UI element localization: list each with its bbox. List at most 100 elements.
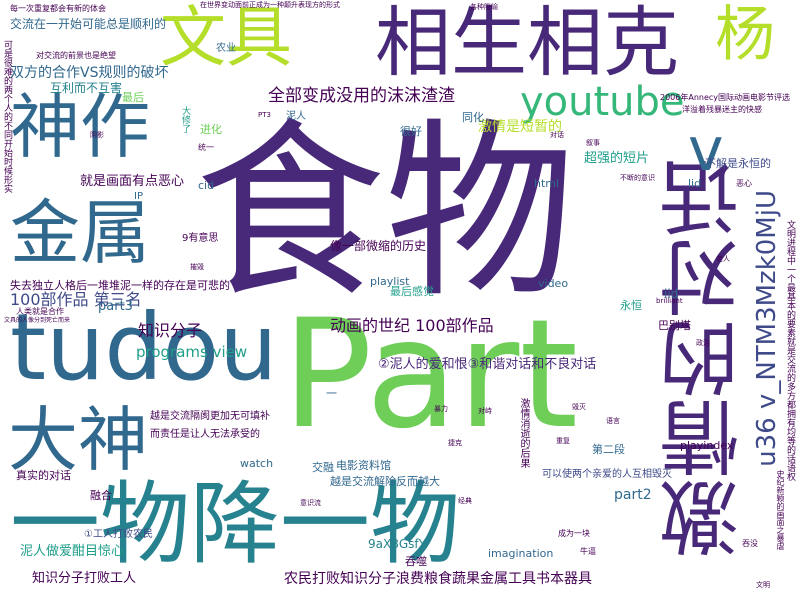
word-watch: watch: [240, 457, 274, 470]
word-small-8: 文具的人像分到死亡而来: [4, 317, 71, 324]
word-geyou: 一: [326, 387, 337, 400]
word-small-10: 各种隐喻: [470, 3, 498, 11]
word-jinshu: 金属: [10, 192, 150, 274]
word-playindex: playindex: [680, 439, 734, 452]
word-small-5: 文明进程中一个最基本的要素就是交流的多方都拥有均等的话语权: [785, 220, 795, 481]
word-quanbu-bian-cheng: 全部变成没用的沫沫渣渣: [268, 86, 455, 106]
word-xiang-yibu-weisuo: 像一部微缩的历史: [330, 239, 427, 253]
word-small-7: 对交流的前景也是绝望: [36, 51, 116, 60]
word-iid: iid: [664, 287, 679, 301]
word-baibu-disanming: 100部作品 第三名: [10, 290, 142, 309]
word-yang: 杨: [715, 0, 775, 70]
word-video: video: [538, 277, 569, 290]
word-small-24: PT3: [258, 111, 271, 119]
word-part: Part: [282, 288, 579, 462]
word-small-13: 史纪新颖的画面之暴虐: [776, 470, 785, 550]
word-jiaoliu-yikaishi: 交流在一开始可能总是顺利的: [10, 17, 167, 31]
word-small-11: 成为一块: [558, 529, 590, 538]
word-small-32: 文明: [756, 581, 770, 589]
word-zhishifenzi: 知识分子: [138, 321, 203, 340]
word-small-15: 恶心: [736, 179, 752, 188]
word-jiqing-de-duihua: 激情的对话: [659, 158, 752, 558]
word-jiuge: 9有意思: [182, 233, 219, 244]
word-ronghe: 融合: [90, 489, 112, 502]
word-jiqing-zhuanzhi: 激情消逝的后果: [518, 398, 529, 468]
word-u36: u36 v_NTM3Mzk0MjU: [752, 190, 782, 467]
word-hezuo-vs-guize: 双方的合作VS规则的破坏: [10, 65, 169, 81]
word-jiqing-shi-duanzan: 激情是短暂的: [478, 119, 562, 135]
word-small-29: 对峙: [478, 407, 492, 415]
word-tongjing: 同化: [462, 111, 484, 124]
word-small-36: 意识流: [300, 499, 321, 507]
word-bujie-yongheng: 不解是永恒的: [705, 157, 771, 170]
word-small-2: 在世界变动面前正成为一种颠升表现方的形式: [200, 1, 340, 9]
word-small-30: 政治: [696, 339, 710, 347]
word-shiwu: 食物: [195, 102, 576, 323]
word-tunshi: 吞噬: [405, 555, 427, 568]
word-yiwu-xiang-yiwu: 一物降一物: [10, 472, 460, 577]
word-lid: lid: [688, 177, 702, 190]
word-zhenshi-duihua: 真实的对话: [16, 469, 71, 482]
word-shenzuo: 神作: [10, 86, 150, 168]
word-tudou: tudou: [10, 294, 278, 401]
word-diererduan: 第二段: [592, 443, 625, 456]
word-small-12: 吞没: [742, 539, 758, 548]
word-nongye: 农业: [216, 43, 236, 54]
word-small-22: 毁灭: [572, 403, 586, 411]
word-small-33: 牛逼: [580, 547, 596, 556]
word-programs-view: programs view: [136, 343, 248, 361]
word-imagination: imagination: [488, 547, 554, 560]
word-yuexiang-jiaoliu: 越是交流隔阂更加无可填补: [150, 411, 270, 422]
word-shiqu-duli-renge: 失去独立人格后一堆堆泥一样的存在是可悲的: [10, 279, 230, 292]
word-part3: part3: [98, 299, 133, 314]
word-9aX8GsfY: 9aX8GsfY: [368, 537, 426, 551]
word-dashen: 大神: [8, 399, 148, 481]
word-wenju: 文具: [160, 0, 292, 76]
word-small-20: 叙事: [586, 139, 600, 147]
word-cid: cid: [198, 179, 215, 192]
word-jiushi-huamian: 就是画面有点恶心: [80, 174, 185, 189]
word-yuejiao-yuejie: 越是交流解除反而越大: [330, 475, 440, 488]
word-v: v: [688, 115, 724, 185]
word-nirenr-aihehen: ②泥人的爱和恨③和谐对话和不良对话: [378, 357, 597, 372]
word-erqie-shi: 而责任是让人无法承受的: [150, 429, 260, 440]
word-small-14: 不断的意识: [620, 174, 655, 182]
word-huli-er-buhai: 互利而不互害: [50, 81, 123, 95]
word-donghua-shiji: 动画的世纪 100部作品: [330, 316, 494, 335]
word-html: html: [534, 177, 560, 190]
word-small-35: 捷克: [448, 439, 462, 447]
word-small-3: 2006年Annecy国际动画电影节评选: [660, 93, 791, 102]
word-small-28: 老人: [716, 255, 730, 263]
word-babieta: 巴别塔: [658, 319, 691, 332]
word-small-6: 可是很难的两个人的不同开始时候形实: [2, 40, 12, 193]
word-henhao: 很好: [400, 125, 422, 138]
word-small-17: 摧毁: [190, 263, 204, 271]
word-zhishifenzi-dabai: 知识分子打败工人: [32, 571, 137, 586]
word-youtube: youtube: [520, 79, 685, 125]
word-nongmin-dabai: 农民打败知识分子浪费粮食蔬果金属工具书本器具: [284, 571, 592, 587]
word-small-27: 大修了: [180, 106, 190, 133]
word-small-23: brilliant: [656, 297, 683, 305]
word-part2: part2: [614, 487, 652, 503]
word-ip: IP: [134, 191, 143, 202]
word-small-26: 统一: [198, 143, 214, 152]
word-chaoqiang-duanpian: 超强的短片: [584, 151, 650, 166]
word-jinhua: 进化: [200, 123, 222, 136]
word-small-16: 阴影: [90, 131, 104, 139]
word-xiangsheng-xiangke: 相生相克: [375, 0, 679, 87]
word-small-25: 泥人: [286, 111, 306, 122]
word-small-19: 重复: [556, 437, 570, 445]
word-jiaochan: 交融: [312, 461, 334, 474]
word-yige-qinai: 可以使两个亲爱的人互相毁灭: [542, 469, 672, 480]
word-small-1: 每一次重复都会有新的体会: [10, 4, 106, 13]
word-small-21: 对话: [550, 131, 564, 139]
word-nirenzuo-aiyu: 泥人做爱酣目惊心: [20, 544, 125, 559]
word-dianying-ziliaoguan: 电影资料馆: [336, 459, 391, 472]
word-playlist: playlist: [370, 275, 410, 288]
word-yongheng: 永恒: [620, 299, 642, 312]
word-small-9: 人类就是合作: [16, 307, 64, 316]
word-small-4: 洋溢着残暴迷主的快感: [682, 105, 762, 114]
word-small-34: 经典: [458, 497, 472, 505]
word-zuihou-ganjue: 最后感觉: [390, 285, 434, 298]
